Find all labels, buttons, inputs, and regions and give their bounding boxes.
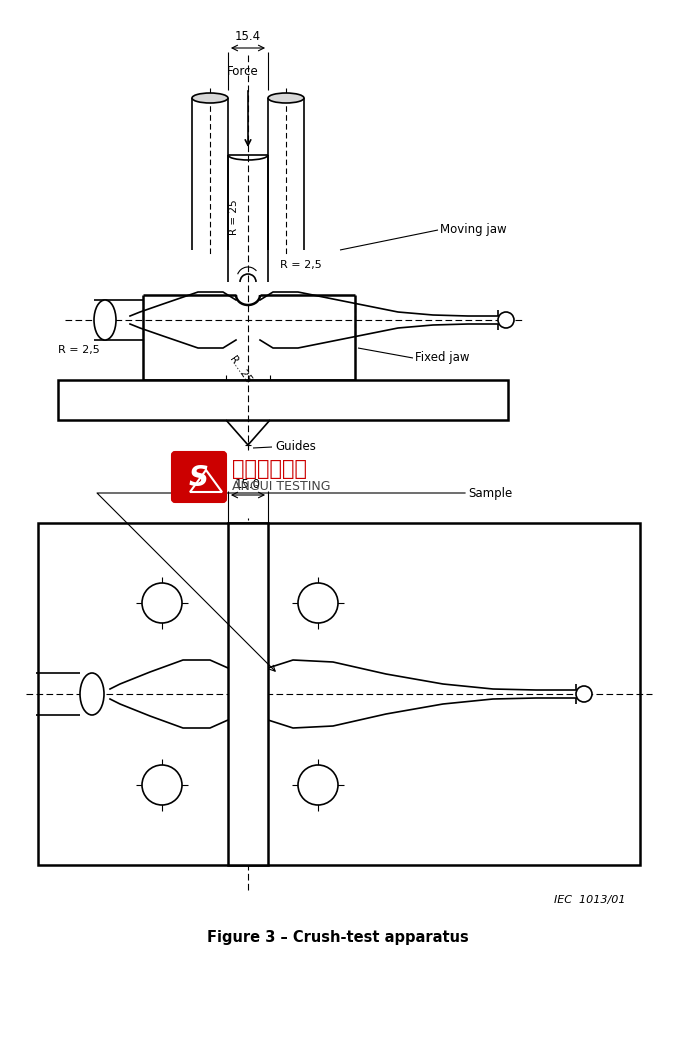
Text: S: S xyxy=(189,464,209,492)
Polygon shape xyxy=(190,470,222,492)
Ellipse shape xyxy=(192,93,228,103)
Ellipse shape xyxy=(94,300,116,340)
Circle shape xyxy=(142,765,182,805)
Bar xyxy=(38,523,640,865)
Text: IEC  1013/01: IEC 1013/01 xyxy=(554,895,625,905)
Circle shape xyxy=(142,583,182,623)
Text: Guides: Guides xyxy=(275,440,316,453)
Text: 东菞安规检测: 东菞安规检测 xyxy=(232,459,307,479)
Text: R = 25: R = 25 xyxy=(229,199,239,234)
Circle shape xyxy=(298,583,338,623)
Text: Figure 3 – Crush-test apparatus: Figure 3 – Crush-test apparatus xyxy=(207,930,469,945)
Text: Fixed jaw: Fixed jaw xyxy=(415,351,470,364)
FancyBboxPatch shape xyxy=(172,452,226,502)
Circle shape xyxy=(298,765,338,805)
Text: R…25: R…25 xyxy=(227,355,253,386)
Text: Sample: Sample xyxy=(468,486,512,500)
Bar xyxy=(228,523,268,865)
Text: 15.0: 15.0 xyxy=(235,478,261,491)
Text: Moving jaw: Moving jaw xyxy=(440,224,506,236)
Text: R = 2,5: R = 2,5 xyxy=(58,345,100,355)
Bar xyxy=(58,380,508,420)
Text: ANGUI TESTING: ANGUI TESTING xyxy=(232,480,330,494)
Ellipse shape xyxy=(80,673,104,715)
Ellipse shape xyxy=(268,93,304,103)
Text: Force: Force xyxy=(227,65,259,78)
Circle shape xyxy=(498,312,514,328)
Text: R = 2,5: R = 2,5 xyxy=(280,260,322,270)
Text: 15.4: 15.4 xyxy=(235,30,261,43)
Circle shape xyxy=(576,686,592,702)
